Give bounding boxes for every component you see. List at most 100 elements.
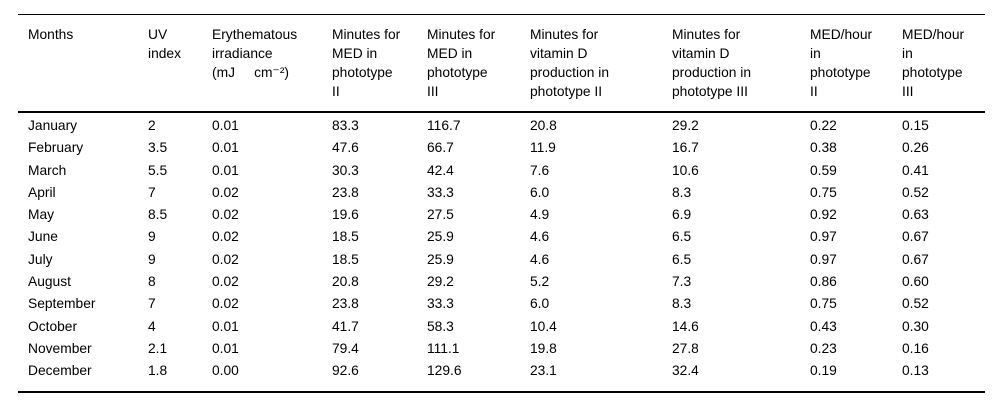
table-cell: 4.6 <box>530 251 550 267</box>
table-row: January 2 0.01 83.3 116.7 20.8 29.2 0.22 0.15 <box>18 112 985 137</box>
table-cell: 0.19 <box>810 363 837 379</box>
table-cell: 11.9 <box>530 140 556 156</box>
table-row: October 4 0.01 41.7 58.3 10.4 14.6 0.43 0.30 <box>18 316 985 338</box>
column-header: UV index <box>138 14 202 113</box>
month-cell: February <box>28 140 84 156</box>
table-cell: 6.5 <box>672 229 692 245</box>
column-header: Months <box>18 14 138 113</box>
column-header: MED/hour in phototype II <box>800 14 892 113</box>
table-cell: 0.02 <box>212 184 239 200</box>
column-header: Minutes for vitamin D production in phot… <box>520 14 662 113</box>
table-cell: 0.26 <box>902 140 929 156</box>
table-cell: 25.9 <box>427 229 454 245</box>
table-cell: 9 <box>148 251 156 267</box>
table-cell: 79.4 <box>332 340 359 356</box>
table-cell: 83.3 <box>332 118 359 133</box>
table-cell: 25.9 <box>427 251 454 267</box>
table-cell: 0.52 <box>902 184 929 200</box>
table-cell: 0.02 <box>212 274 239 290</box>
table-cell: 0.00 <box>212 363 239 379</box>
table-cell: 30.3 <box>332 162 359 178</box>
table-cell: 0.01 <box>212 318 239 334</box>
table-cell: 4 <box>148 318 156 334</box>
table-cell: 0.75 <box>810 184 837 200</box>
table-cell: 58.3 <box>427 318 454 334</box>
table-cell: 0.01 <box>212 162 239 178</box>
table-row: August 8 0.02 20.8 29.2 5.2 7.3 0.86 0.60 <box>18 271 985 293</box>
table-row: February 3.5 0.01 47.6 66.7 11.9 16.7 0.38 0.26 <box>18 137 985 159</box>
month-cell: December <box>28 363 92 379</box>
table-cell: 0.67 <box>902 251 929 267</box>
table-cell: 0.41 <box>902 162 929 178</box>
table-cell: 7 <box>148 296 156 312</box>
table-cell: 0.59 <box>810 162 837 178</box>
table-cell: 1.8 <box>148 363 168 379</box>
header-row: Months UV index Erythematous irradiance (m… <box>18 14 985 113</box>
column-header: MED/hour in phototype III <box>892 14 985 113</box>
table-cell: 0.92 <box>810 207 837 223</box>
table-cell: 19.6 <box>332 207 359 223</box>
table-cell: 0.23 <box>810 340 837 356</box>
table-cell: 0.16 <box>902 340 929 356</box>
month-cell: June <box>28 229 58 245</box>
table-cell: 0.01 <box>212 340 239 356</box>
table-container: Months UV index Erythematous irradiance (m… <box>18 14 985 393</box>
table-row: April 7 0.02 23.8 33.3 6.0 8.3 0.75 0.52 <box>18 182 985 204</box>
table-cell: 19.8 <box>530 340 557 356</box>
table-cell: 0.97 <box>810 251 837 267</box>
table-cell: 8.3 <box>672 184 692 200</box>
table-cell: 33.3 <box>427 184 454 200</box>
table-cell: 6.5 <box>672 251 692 267</box>
table-cell: 0.86 <box>810 274 837 290</box>
table-cell: 0.22 <box>810 118 837 133</box>
table-cell: 29.2 <box>672 118 699 133</box>
table-cell: 0.30 <box>902 318 929 334</box>
column-header: Minutes for MED in phototype III <box>417 14 520 113</box>
table-cell: 32.4 <box>672 363 699 379</box>
column-header: Erythematous irradiance (mJ cm⁻²) <box>202 14 322 113</box>
table-cell: 5.5 <box>148 162 168 178</box>
table-cell: 14.6 <box>672 318 699 334</box>
table-cell: 0.02 <box>212 296 239 312</box>
table-cell: 0.13 <box>902 363 929 379</box>
table-cell: 0.02 <box>212 251 239 267</box>
table-cell: 2.1 <box>148 340 168 356</box>
table-cell: 9 <box>148 229 156 245</box>
table-cell: 42.4 <box>427 162 454 178</box>
table-cell: 18.5 <box>332 229 359 245</box>
month-cell: January <box>28 118 78 133</box>
month-cell: July <box>28 251 53 267</box>
month-cell: October <box>28 318 78 334</box>
table-cell: 27.5 <box>427 207 454 223</box>
table-cell: 7.3 <box>672 274 692 290</box>
table-cell: 0.38 <box>810 140 837 156</box>
table-cell: 3.5 <box>148 140 168 156</box>
table-row: July 9 0.02 18.5 25.9 4.6 6.5 0.97 0.67 <box>18 249 985 271</box>
table-cell: 41.7 <box>332 318 359 334</box>
table-cell: 116.7 <box>427 118 461 133</box>
table-cell: 47.6 <box>332 140 359 156</box>
data-table: Months UV index Erythematous irradiance (m… <box>18 14 985 393</box>
month-cell: March <box>28 162 67 178</box>
table-cell: 20.8 <box>332 274 359 290</box>
table-header: Months UV index Erythematous irradiance (m… <box>18 14 985 113</box>
month-cell: November <box>28 340 92 356</box>
table-cell: 27.8 <box>672 340 699 356</box>
table-cell: 0.63 <box>902 207 929 223</box>
table-cell: 23.8 <box>332 184 359 200</box>
table-cell: 8.3 <box>672 296 692 312</box>
table-cell: 0.52 <box>902 296 929 312</box>
table-cell: 66.7 <box>427 140 454 156</box>
table-cell: 129.6 <box>427 363 462 379</box>
table-cell: 0.02 <box>212 229 239 245</box>
table-cell: 111.1 <box>427 340 460 356</box>
table-cell: 8 <box>148 274 156 290</box>
table-cell: 0.02 <box>212 207 239 223</box>
table-row: June 9 0.02 18.5 25.9 4.6 6.5 0.97 0.67 <box>18 226 985 248</box>
table-cell: 92.6 <box>332 363 359 379</box>
table-cell: 20.8 <box>530 118 557 133</box>
table-row: December 1.8 0.00 92.6 129.6 23.1 32.4 0.19 0.13 <box>18 360 985 391</box>
table-row: May 8.5 0.02 19.6 27.5 4.9 6.9 0.92 0.63 <box>18 204 985 226</box>
table-cell: 10.6 <box>672 162 699 178</box>
table-cell: 10.4 <box>530 318 557 334</box>
